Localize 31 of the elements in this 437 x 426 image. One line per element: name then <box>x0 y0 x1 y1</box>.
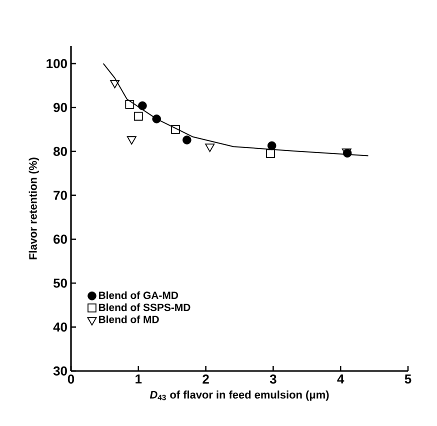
legend-label: Blend of SSPS-MD <box>98 303 190 312</box>
y-tick-label: 50 <box>53 278 67 288</box>
x-tick-label: 5 <box>404 374 412 384</box>
point <box>134 112 143 121</box>
point <box>138 101 147 110</box>
point <box>126 136 136 145</box>
point <box>205 144 215 152</box>
legend-label: Blend of GA-MD <box>98 291 178 300</box>
point <box>125 100 134 109</box>
point <box>110 80 120 88</box>
point <box>171 125 180 134</box>
x-tick-label: 0 <box>68 374 74 384</box>
legend-label: Blend of MD <box>98 315 159 324</box>
x-axis-title: D$_{43}$ of flavor in feed emulsion (μm) <box>150 390 329 401</box>
point <box>267 141 276 150</box>
y-tick-label: 100 <box>46 58 67 68</box>
y-tick-label: 80 <box>53 146 67 156</box>
x-tick-label: 4 <box>337 374 344 384</box>
line-series <box>102 63 369 156</box>
point <box>182 136 192 144</box>
y-tick-label: 70 <box>54 190 67 200</box>
y-tick-label: 60 <box>54 234 67 244</box>
y-tick-label: 40 <box>53 322 67 332</box>
y-tick-label: 30 <box>53 366 67 376</box>
y-axis-title: Flavor retention (%) <box>28 158 40 260</box>
point <box>152 114 161 124</box>
y-tick-label: 90 <box>54 102 67 112</box>
x-tick-label: 3 <box>270 374 276 384</box>
x-tick-label: 1 <box>136 374 142 384</box>
x-tick-label: 2 <box>202 374 209 384</box>
point <box>266 149 275 158</box>
